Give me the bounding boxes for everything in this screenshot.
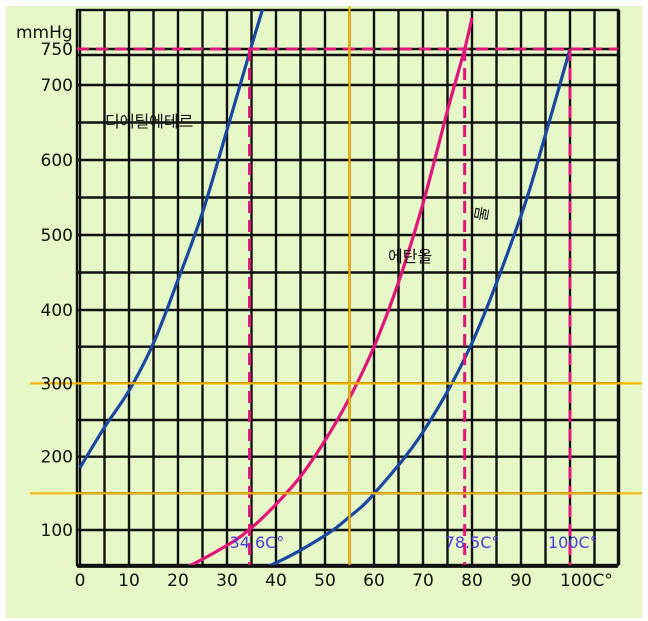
y-tick-label-3: 400 bbox=[41, 301, 73, 321]
y-tick-label-0: 100 bbox=[41, 521, 73, 541]
x-tick-label-1: 10 bbox=[118, 571, 140, 591]
y-tick-label-2: 300 bbox=[41, 374, 73, 394]
x-tick-label-4: 40 bbox=[265, 571, 287, 591]
vapor-pressure-chart: 34.6C° 78.5C° 100C°디에틸에테르에탄올물mmHg100200300… bbox=[16, 6, 642, 591]
series-label-0: 디에틸에테르 bbox=[105, 112, 193, 131]
x-tick-label-9: 90 bbox=[510, 571, 532, 591]
x-tick-label-6: 60 bbox=[363, 571, 385, 591]
boiling-point-label-2: 78.5C° bbox=[445, 533, 500, 552]
x-tick-label-5: 50 bbox=[314, 571, 336, 591]
x-tick-label-2: 20 bbox=[167, 571, 189, 591]
y-axis-unit: mmHg bbox=[16, 23, 73, 43]
x-tick-label-3: 30 bbox=[216, 571, 238, 591]
boiling-point-label-1: 34.6C° bbox=[230, 533, 285, 552]
y-tick-label-5: 600 bbox=[41, 151, 73, 171]
boiling-point-label-3: 100C° bbox=[548, 533, 598, 552]
x-tick-label-7: 70 bbox=[412, 571, 434, 591]
series-line-1 bbox=[187, 17, 474, 565]
y-tick-label-4: 500 bbox=[41, 226, 73, 246]
y-tick-label-6: 700 bbox=[41, 76, 73, 96]
x-tick-label-10: 100C° bbox=[560, 571, 613, 591]
x-tick-label-0: 0 bbox=[75, 571, 86, 591]
y-tick-label-1: 200 bbox=[41, 448, 73, 468]
series-line-0 bbox=[78, 10, 265, 469]
series-label-1: 에탄올 bbox=[388, 247, 432, 266]
y-tick-label-7: 750 bbox=[41, 40, 73, 60]
series-line-2 bbox=[266, 48, 572, 565]
series-label-2: 물 bbox=[471, 205, 492, 223]
chart-panel: 34.6C° 78.5C° 100C° 디에틸에테르 에탄올 물 mmHg 100 200 300… bbox=[6, 6, 642, 618]
plot-frame bbox=[75, 8, 620, 567]
x-tick-label-8: 80 bbox=[461, 571, 483, 591]
